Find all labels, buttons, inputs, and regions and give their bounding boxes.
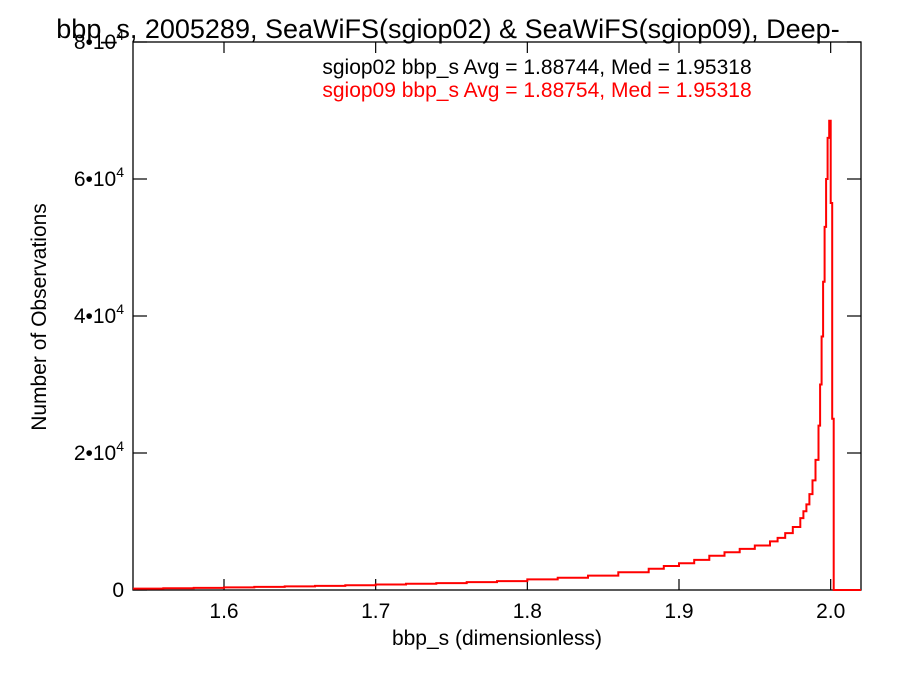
chart-title: bbp_s, 2005289, SeaWiFS(sgiop02) & SeaWi…	[56, 14, 839, 44]
y-tick-label: 0	[112, 579, 124, 602]
y-tick-mantissa: 6•10	[74, 168, 116, 191]
y-axis-label: Number of Observations	[28, 203, 51, 431]
y-tick-mantissa: 2•10	[74, 442, 116, 465]
y-tick-mantissa: 4•10	[74, 305, 116, 328]
y-tick-label: 8•104	[74, 27, 124, 54]
x-tick-label: 1.6	[209, 600, 238, 623]
x-tick-label: 2.0	[816, 600, 845, 623]
x-axis-label: bbp_s (dimensionless)	[392, 627, 602, 650]
y-tick-label: 6•104	[74, 164, 124, 191]
y-tick-exponent: 4	[116, 164, 124, 180]
histogram-series-sgiop09	[133, 119, 861, 591]
y-tick-label: 2•104	[74, 438, 124, 465]
y-tick-mantissa: 0	[112, 579, 124, 602]
x-tick-label: 1.9	[664, 600, 693, 623]
x-tick-label: 1.8	[513, 600, 542, 623]
y-tick-exponent: 4	[116, 301, 124, 317]
y-tick-label: 4•104	[74, 301, 124, 328]
legend-entry-sgiop02: sgiop02 bbp_s Avg = 1.88744, Med = 1.953…	[322, 56, 751, 79]
legend-entry-sgiop09: sgiop09 bbp_s Avg = 1.88754, Med = 1.953…	[322, 79, 751, 102]
y-tick-mantissa: 8•10	[74, 31, 116, 54]
x-tick-label: 1.7	[361, 600, 390, 623]
y-tick-exponent: 4	[116, 27, 124, 43]
y-tick-exponent: 4	[116, 438, 124, 454]
plot-frame	[132, 41, 862, 591]
